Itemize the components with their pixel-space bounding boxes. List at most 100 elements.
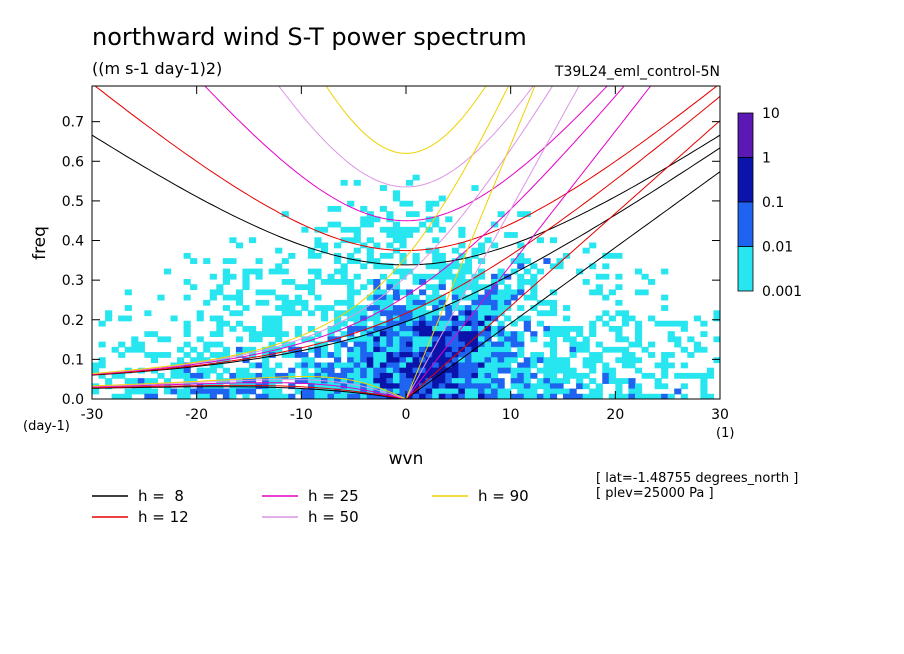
power-cell bbox=[510, 357, 518, 364]
power-cell bbox=[451, 315, 459, 322]
power-cell bbox=[281, 352, 289, 358]
power-cell bbox=[530, 294, 538, 301]
power-cell bbox=[549, 378, 558, 384]
power-cell bbox=[177, 346, 185, 353]
power-cell bbox=[602, 362, 610, 369]
power-cell bbox=[451, 388, 459, 395]
power-cell bbox=[464, 357, 473, 364]
power-cell bbox=[484, 289, 492, 296]
power-cell bbox=[353, 273, 361, 280]
power-cell bbox=[648, 315, 656, 322]
power-cell bbox=[92, 367, 100, 374]
info-plev: [ plev=25000 Pa ] bbox=[596, 486, 714, 501]
dispersion-curves bbox=[92, 86, 720, 399]
power-cell bbox=[163, 388, 172, 395]
power-cell bbox=[517, 341, 525, 348]
power-cell bbox=[235, 367, 244, 374]
power-cell bbox=[628, 341, 636, 348]
power-cell bbox=[543, 372, 551, 379]
power-cell bbox=[334, 242, 342, 249]
power-cell bbox=[275, 315, 283, 322]
colorbar-swatch bbox=[737, 112, 754, 158]
power-cell bbox=[523, 258, 531, 264]
power-cell bbox=[399, 367, 407, 374]
power-cell bbox=[693, 346, 701, 353]
power-cell bbox=[621, 320, 630, 327]
power-cell bbox=[170, 388, 178, 395]
power-cell bbox=[386, 367, 394, 374]
power-cell bbox=[464, 388, 473, 395]
power-cell bbox=[517, 346, 525, 353]
power-cell bbox=[530, 289, 538, 296]
power-cell bbox=[419, 352, 427, 358]
power-cell bbox=[464, 331, 473, 337]
power-cell bbox=[98, 362, 106, 369]
power-cell bbox=[425, 325, 433, 332]
colorbar-label: 0.01 bbox=[762, 240, 793, 256]
power-cell bbox=[392, 372, 401, 379]
power-cell bbox=[628, 362, 636, 369]
power-cell bbox=[549, 362, 558, 369]
power-cell bbox=[275, 393, 283, 399]
power-cell bbox=[307, 362, 316, 369]
power-cell bbox=[497, 320, 505, 327]
power-cell bbox=[530, 357, 538, 364]
power-cell bbox=[582, 279, 590, 285]
power-cell bbox=[438, 357, 446, 364]
power-cell bbox=[320, 226, 329, 233]
power-cell bbox=[288, 393, 296, 399]
power-cell bbox=[523, 211, 531, 218]
power-cell bbox=[203, 367, 211, 374]
power-cell bbox=[543, 357, 551, 364]
power-cell bbox=[438, 268, 446, 275]
power-cell bbox=[366, 357, 374, 364]
power-cell bbox=[379, 252, 387, 259]
power-cell bbox=[477, 294, 486, 301]
power-cell bbox=[268, 325, 276, 332]
power-cell bbox=[438, 284, 446, 291]
power-cell bbox=[255, 268, 263, 275]
power-cell bbox=[484, 315, 492, 322]
power-cell bbox=[608, 289, 616, 296]
power-cell bbox=[641, 372, 649, 379]
power-cell bbox=[477, 331, 486, 337]
power-cell bbox=[517, 336, 525, 343]
power-cell bbox=[634, 393, 643, 399]
power-cell bbox=[419, 378, 427, 384]
power-cell bbox=[373, 242, 381, 249]
power-cell bbox=[255, 336, 263, 343]
power-cell bbox=[386, 252, 394, 259]
power-cell bbox=[634, 357, 643, 364]
power-cell bbox=[661, 305, 669, 311]
power-cell bbox=[517, 378, 525, 384]
power-cell bbox=[203, 341, 211, 348]
power-cell bbox=[419, 346, 427, 353]
power-cell bbox=[406, 310, 414, 317]
power-cell bbox=[700, 331, 708, 337]
power-cell bbox=[471, 336, 479, 343]
power-cell bbox=[477, 242, 486, 249]
power-cell bbox=[320, 372, 329, 379]
dispersion-curve-h8 bbox=[405, 171, 720, 399]
power-cell bbox=[353, 362, 361, 369]
power-cell bbox=[432, 372, 440, 379]
y-tick-label: 0.1 bbox=[62, 352, 84, 368]
power-cell bbox=[504, 357, 512, 364]
power-cell bbox=[419, 388, 427, 395]
power-cell bbox=[425, 341, 433, 348]
power-cell bbox=[667, 331, 675, 337]
power-cell bbox=[347, 294, 355, 301]
power-cell bbox=[124, 315, 132, 322]
power-cell bbox=[419, 325, 427, 332]
power-cell bbox=[262, 320, 270, 327]
power-cell bbox=[334, 299, 342, 306]
power-cell bbox=[275, 378, 283, 384]
power-cell bbox=[648, 393, 656, 399]
power-cell bbox=[432, 221, 440, 228]
power-cell bbox=[183, 367, 191, 374]
power-cell bbox=[608, 315, 616, 322]
power-cell bbox=[366, 362, 374, 369]
power-cell bbox=[131, 336, 139, 343]
power-cell bbox=[432, 216, 440, 223]
power-cell bbox=[340, 237, 348, 244]
